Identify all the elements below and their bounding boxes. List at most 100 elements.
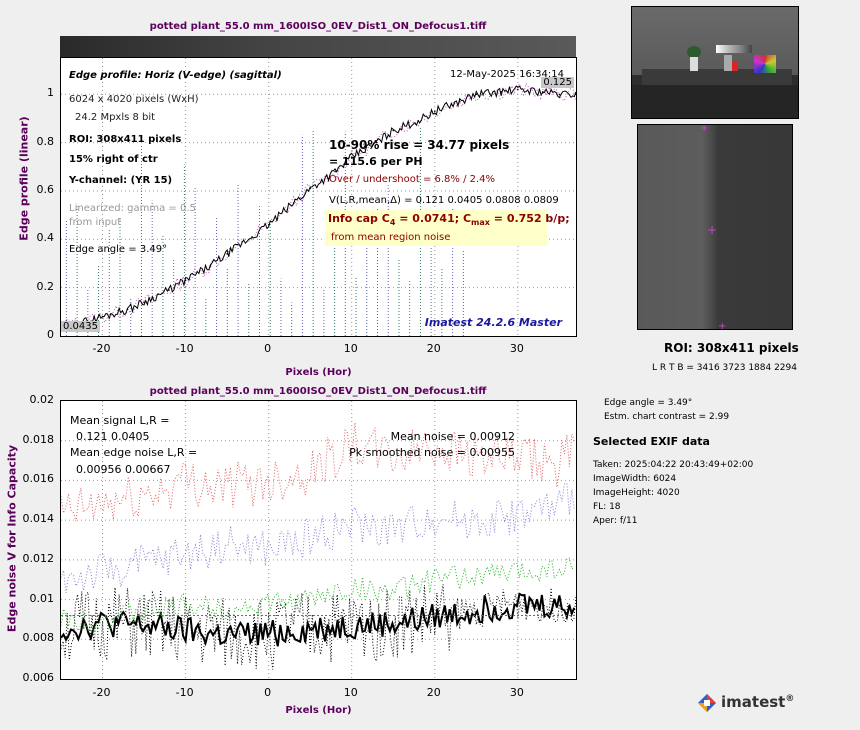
top-x-tick-label: -10 (175, 342, 194, 355)
exif-taken: Taken: 2025:04:22 20:43:49+02:00 (593, 460, 754, 470)
bottom-y-tick-label: 0.008 (22, 631, 55, 645)
top-profile-line (61, 85, 576, 329)
linearized-line2: from input (69, 217, 122, 228)
top-x-tick-label: 10 (343, 342, 358, 355)
top-profile-point (433, 110, 436, 112)
top-profile-point (334, 170, 336, 173)
top-profile-point (184, 279, 187, 282)
top-profile-point (226, 253, 228, 255)
top-y-tick-label: 0 (47, 328, 54, 341)
top-y-tick-label: 0.6 (36, 182, 55, 196)
exif-fl: FL: 18 (593, 502, 621, 512)
pk-smoothed-noise: Pk smoothed noise = 0.00955 (349, 446, 515, 459)
top-profile-point (126, 308, 129, 311)
chart-slate-icon (724, 55, 732, 71)
top-profile-point (375, 141, 378, 144)
top-y-tick-label: 1 (47, 86, 54, 100)
noise-raw-line (61, 584, 576, 670)
top-y-tick-label: 0.8 (36, 134, 55, 148)
grayscale-strip-icon (716, 45, 752, 53)
top-profile-point (350, 156, 353, 158)
noise-note: from mean region noise (331, 232, 451, 243)
top-profile-point (267, 224, 270, 226)
plant-pot-icon (690, 57, 698, 71)
top-profile-point (517, 88, 519, 91)
infocap-box: Info cap C4 = 0.0741; Cmax = 0.752 b/p; … (325, 210, 570, 246)
bottom-y-tick-label: 0.012 (22, 551, 55, 565)
top-x-tick-label: 0 (264, 342, 272, 355)
noise-smoothed-line (61, 592, 576, 647)
noise-red-line (61, 422, 575, 522)
bottom-x-tick-label: -20 (92, 686, 111, 699)
vlr-text: V(L,R,mean,Δ) = 0.121 0.0405 0.0808 0.08… (329, 195, 559, 206)
top-profile-point (558, 93, 561, 96)
bottom-y-tick-label: 0.02 (29, 393, 55, 406)
bottom-y-tick-label: 0.016 (22, 472, 55, 486)
rise-line1: 10-90% rise = 34.77 pixels (329, 138, 510, 152)
bottom-y-tick-label: 0.01 (29, 591, 55, 605)
top-profile-point (292, 202, 295, 204)
roi-lrtb: L R T B = 3416 3723 1884 2294 (652, 363, 797, 373)
exif-height: ImageHeight: 4020 (593, 488, 680, 498)
top-heading: Edge profile: Horiz (V-edge) (sagittal) (69, 70, 282, 81)
top-chart-title: potted plant_55.0 mm_1600ISO_0EV_Dist1_O… (149, 21, 487, 32)
top-profile-point (392, 129, 395, 132)
imatest-logo-text: imatest® (721, 693, 795, 711)
badge-bottom: 0.0435 (61, 321, 100, 332)
bottom-x-axis-label: Pixels (Hor) (285, 705, 352, 716)
bottom-y-axis-label: Edge noise V for Info Capacity (5, 444, 19, 633)
exif-aper: Aper: f/11 (593, 516, 638, 526)
top-y-axis-label: Edge profile (linear) (17, 116, 31, 241)
top-profile-point (209, 265, 212, 267)
noise-blue-line (61, 482, 575, 593)
bottom-x-tick-label: 10 (343, 686, 358, 699)
top-y-axis-label-wrap: Edge profile (linear) (14, 80, 36, 280)
top-x-tick-label: -20 (92, 342, 111, 355)
scene-table (642, 69, 792, 85)
bottom-plot-svg (61, 401, 576, 679)
top-profile-point (417, 120, 419, 122)
rise-line2: = 115.6 per PH (329, 155, 423, 168)
mean-edge-noise-values: 0.00956 0.00667 (76, 463, 171, 476)
top-x-axis-label: Pixels (Hor) (285, 367, 352, 378)
top-y-tick-label: 0.2 (36, 279, 55, 293)
top-profile-point (500, 91, 503, 93)
roi-crop-image: + + (637, 124, 793, 330)
colorchecker-icon (754, 55, 776, 73)
chart-contrast: Estm. chart contrast = 2.99 (604, 412, 730, 422)
roi-label: ROI: 308x411 pixels (664, 341, 799, 355)
top-profile-point (475, 93, 478, 96)
right-edge-angle: Edge angle = 3.49° (604, 398, 693, 408)
roi-top-marker: + (700, 124, 709, 134)
top-profile-point (309, 187, 311, 190)
red-target-icon (732, 61, 738, 71)
bottom-y-axis-label-wrap: Edge noise V for Info Capacity (2, 440, 24, 640)
top-plot-area: Edge profile: Horiz (V-edge) (sagittal) … (60, 57, 577, 337)
exif-title: Selected EXIF data (593, 435, 710, 448)
bottom-y-tick-label: 0.014 (22, 512, 55, 526)
watermark: Imatest 24.2.6 Master (424, 316, 562, 329)
mean-signal-values: 0.121 0.0405 (76, 430, 150, 443)
top-x-tick-label: 30 (509, 342, 524, 355)
top-edge-angle: Edge angle = 3.49° (69, 244, 168, 255)
bottom-y-tick-label: 0.018 (22, 432, 55, 446)
badge-top: 0.125 (541, 77, 574, 88)
top-profile-point (575, 93, 576, 96)
roi-center-marker: + (707, 223, 718, 237)
bottom-x-tick-label: 0 (264, 686, 272, 699)
scene-thumbnail (631, 6, 799, 119)
overshoot-text: Over / undershoot = 6.8% / 2.4% (329, 174, 496, 185)
bottom-x-tick-label: 20 (426, 686, 441, 699)
info-mpxls: 24.2 Mpxls 8 bit (75, 112, 156, 123)
noise-green-line (61, 557, 575, 633)
infocap-text: Info cap C4 = 0.0741; Cmax = 0.752 b/p; (328, 212, 570, 228)
top-profile-point (458, 100, 461, 103)
bottom-x-tick-label: -10 (175, 686, 194, 699)
top-profile-point (101, 315, 104, 318)
mean-signal-label: Mean signal L,R = (70, 414, 170, 427)
plant-leaves-icon (687, 46, 701, 58)
top-profile-point (251, 236, 253, 238)
linearized-line1: Linearized: gamma = 0.5 (69, 203, 196, 214)
bottom-chart-title: potted plant_55.0 mm_1600ISO_0EV_Dist1_O… (149, 386, 487, 397)
mean-edge-noise-label: Mean edge noise L,R = (70, 446, 198, 459)
